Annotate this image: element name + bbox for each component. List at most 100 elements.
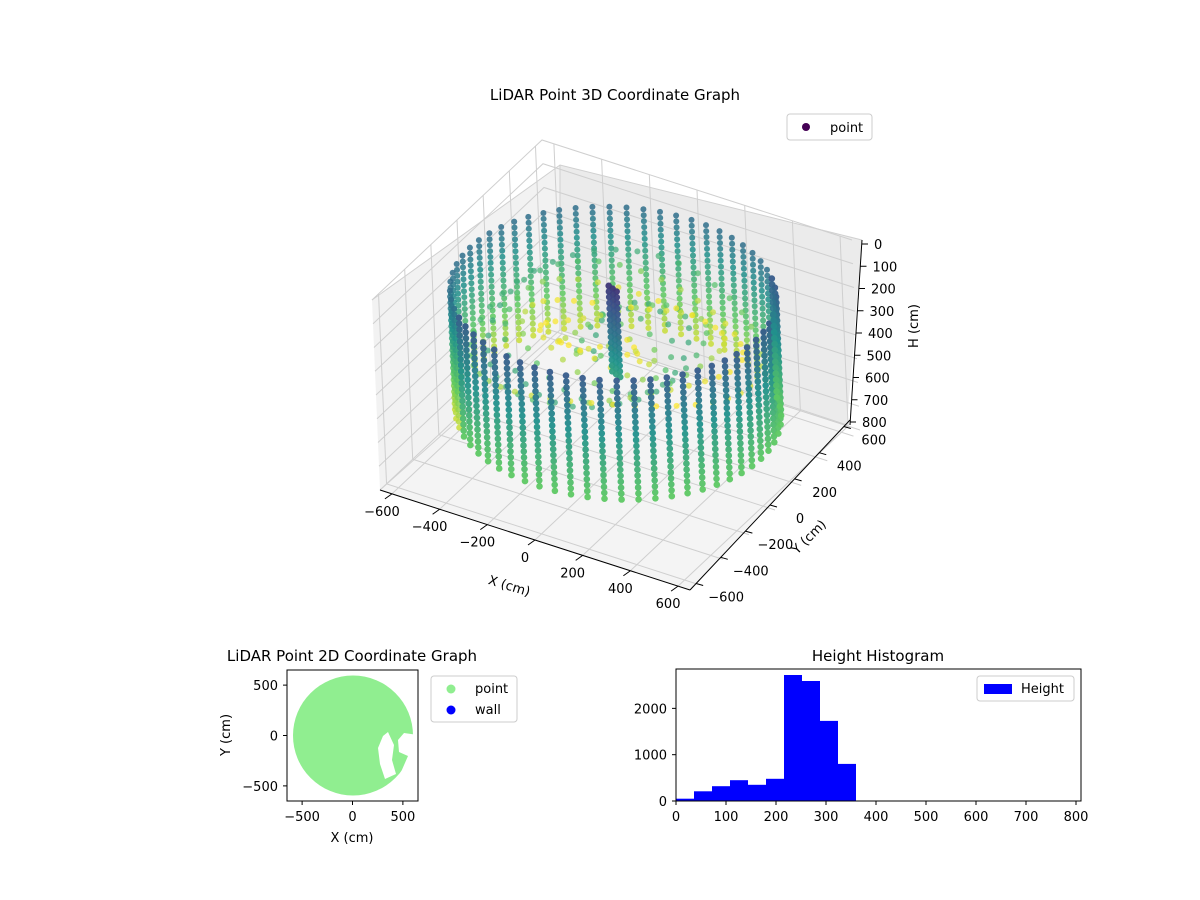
wall-point <box>628 317 635 324</box>
wall-point <box>648 405 655 413</box>
wall-point <box>737 440 744 447</box>
wall-point <box>598 418 605 425</box>
wall-point <box>519 418 526 426</box>
x-tick-3d <box>432 508 440 515</box>
wall-point <box>515 313 522 320</box>
y-tick-label-3d: −400 <box>733 564 769 579</box>
wall-point <box>666 445 674 453</box>
wall-point <box>465 400 473 407</box>
wall-point <box>718 269 725 276</box>
wall-point <box>581 428 589 436</box>
wall-point <box>606 203 613 210</box>
x-tick-label-3d: −200 <box>459 536 495 551</box>
wall-point <box>567 485 575 492</box>
wall-point <box>764 272 771 279</box>
wall-point <box>504 382 512 390</box>
wall-point <box>759 299 766 306</box>
wall-point <box>764 266 770 273</box>
wall-point <box>500 271 507 278</box>
wall-point <box>544 310 551 317</box>
x-tick-label-hist: 500 <box>914 810 939 825</box>
floor-point <box>693 352 700 359</box>
wall-point <box>565 443 573 451</box>
wall-point <box>543 287 550 294</box>
wall-point <box>743 337 750 344</box>
wall-point <box>752 336 760 344</box>
wall-point <box>582 440 589 447</box>
wall-point <box>470 321 477 328</box>
wall-point <box>446 287 453 294</box>
wall-point <box>607 239 614 246</box>
wall-point <box>644 295 651 302</box>
wall-point <box>549 434 556 441</box>
wall-point <box>747 433 755 440</box>
x-tick-label-hist: 100 <box>714 810 739 825</box>
wall-point <box>482 410 490 418</box>
wall-point <box>693 329 700 336</box>
floor-point <box>552 318 559 325</box>
wall-point <box>645 319 652 326</box>
floor-point <box>565 317 572 324</box>
wall-point <box>689 240 696 247</box>
wall-point <box>745 385 753 393</box>
x-tick-label-hist: 400 <box>864 810 889 825</box>
y-tick-label-2d: 500 <box>253 679 278 694</box>
y-tick-3d <box>769 504 778 508</box>
wall-point <box>643 283 650 290</box>
points-2d-disk <box>293 675 413 796</box>
wall-point <box>561 325 568 332</box>
wall-point <box>609 275 616 281</box>
x-tick-label-2d: 0 <box>348 810 356 825</box>
legend-2d-marker-point <box>446 684 456 694</box>
wall-point <box>681 430 689 438</box>
wall-point <box>606 209 613 216</box>
wall-point <box>747 427 754 434</box>
wall-point <box>771 352 779 360</box>
chart-2d-title: LiDAR Point 2D Coordinate Graph <box>227 647 477 665</box>
wall-point <box>733 350 740 358</box>
wall-point <box>750 273 757 280</box>
wall-point <box>470 343 478 350</box>
floor-point <box>672 369 679 376</box>
wall-point <box>542 269 549 276</box>
wall-point <box>640 218 647 225</box>
x-tick-label-3d: 400 <box>608 582 633 597</box>
wall-point <box>607 233 614 240</box>
floor-point <box>726 295 733 302</box>
wall-point <box>457 367 465 375</box>
wall-point <box>472 384 480 392</box>
wall-point <box>716 228 723 235</box>
wall-point <box>573 234 580 241</box>
wall-point <box>614 401 621 408</box>
floor-point <box>520 330 526 337</box>
floor-point <box>653 403 660 410</box>
y-axis-label-3d: Y (cm) <box>789 517 830 558</box>
wall-point <box>503 365 511 372</box>
wall-point <box>718 275 725 282</box>
wall-point <box>747 439 755 446</box>
histogram-bar <box>784 675 802 801</box>
wall-point <box>581 434 589 441</box>
wall-point <box>762 376 769 383</box>
wall-point <box>673 212 680 219</box>
wall-point <box>596 376 603 384</box>
wall-point <box>557 248 564 255</box>
wall-point <box>729 258 736 265</box>
wall-point <box>770 316 777 324</box>
x-tick-label-hist: 300 <box>814 810 839 825</box>
wall-point <box>708 368 716 376</box>
wall-point <box>599 459 607 467</box>
wall-point <box>683 478 691 485</box>
wall-point <box>617 478 625 486</box>
floor-point <box>555 261 562 268</box>
histogram-bar <box>676 798 694 801</box>
wall-point <box>743 319 750 326</box>
wall-point <box>632 430 640 438</box>
wall-point <box>696 420 704 428</box>
wall-point <box>536 483 543 490</box>
wall-point <box>559 284 566 291</box>
wall-point <box>698 456 705 464</box>
wall-point <box>692 306 699 312</box>
wall-point <box>513 266 520 273</box>
x-tick-label-hist: 700 <box>1014 810 1039 825</box>
